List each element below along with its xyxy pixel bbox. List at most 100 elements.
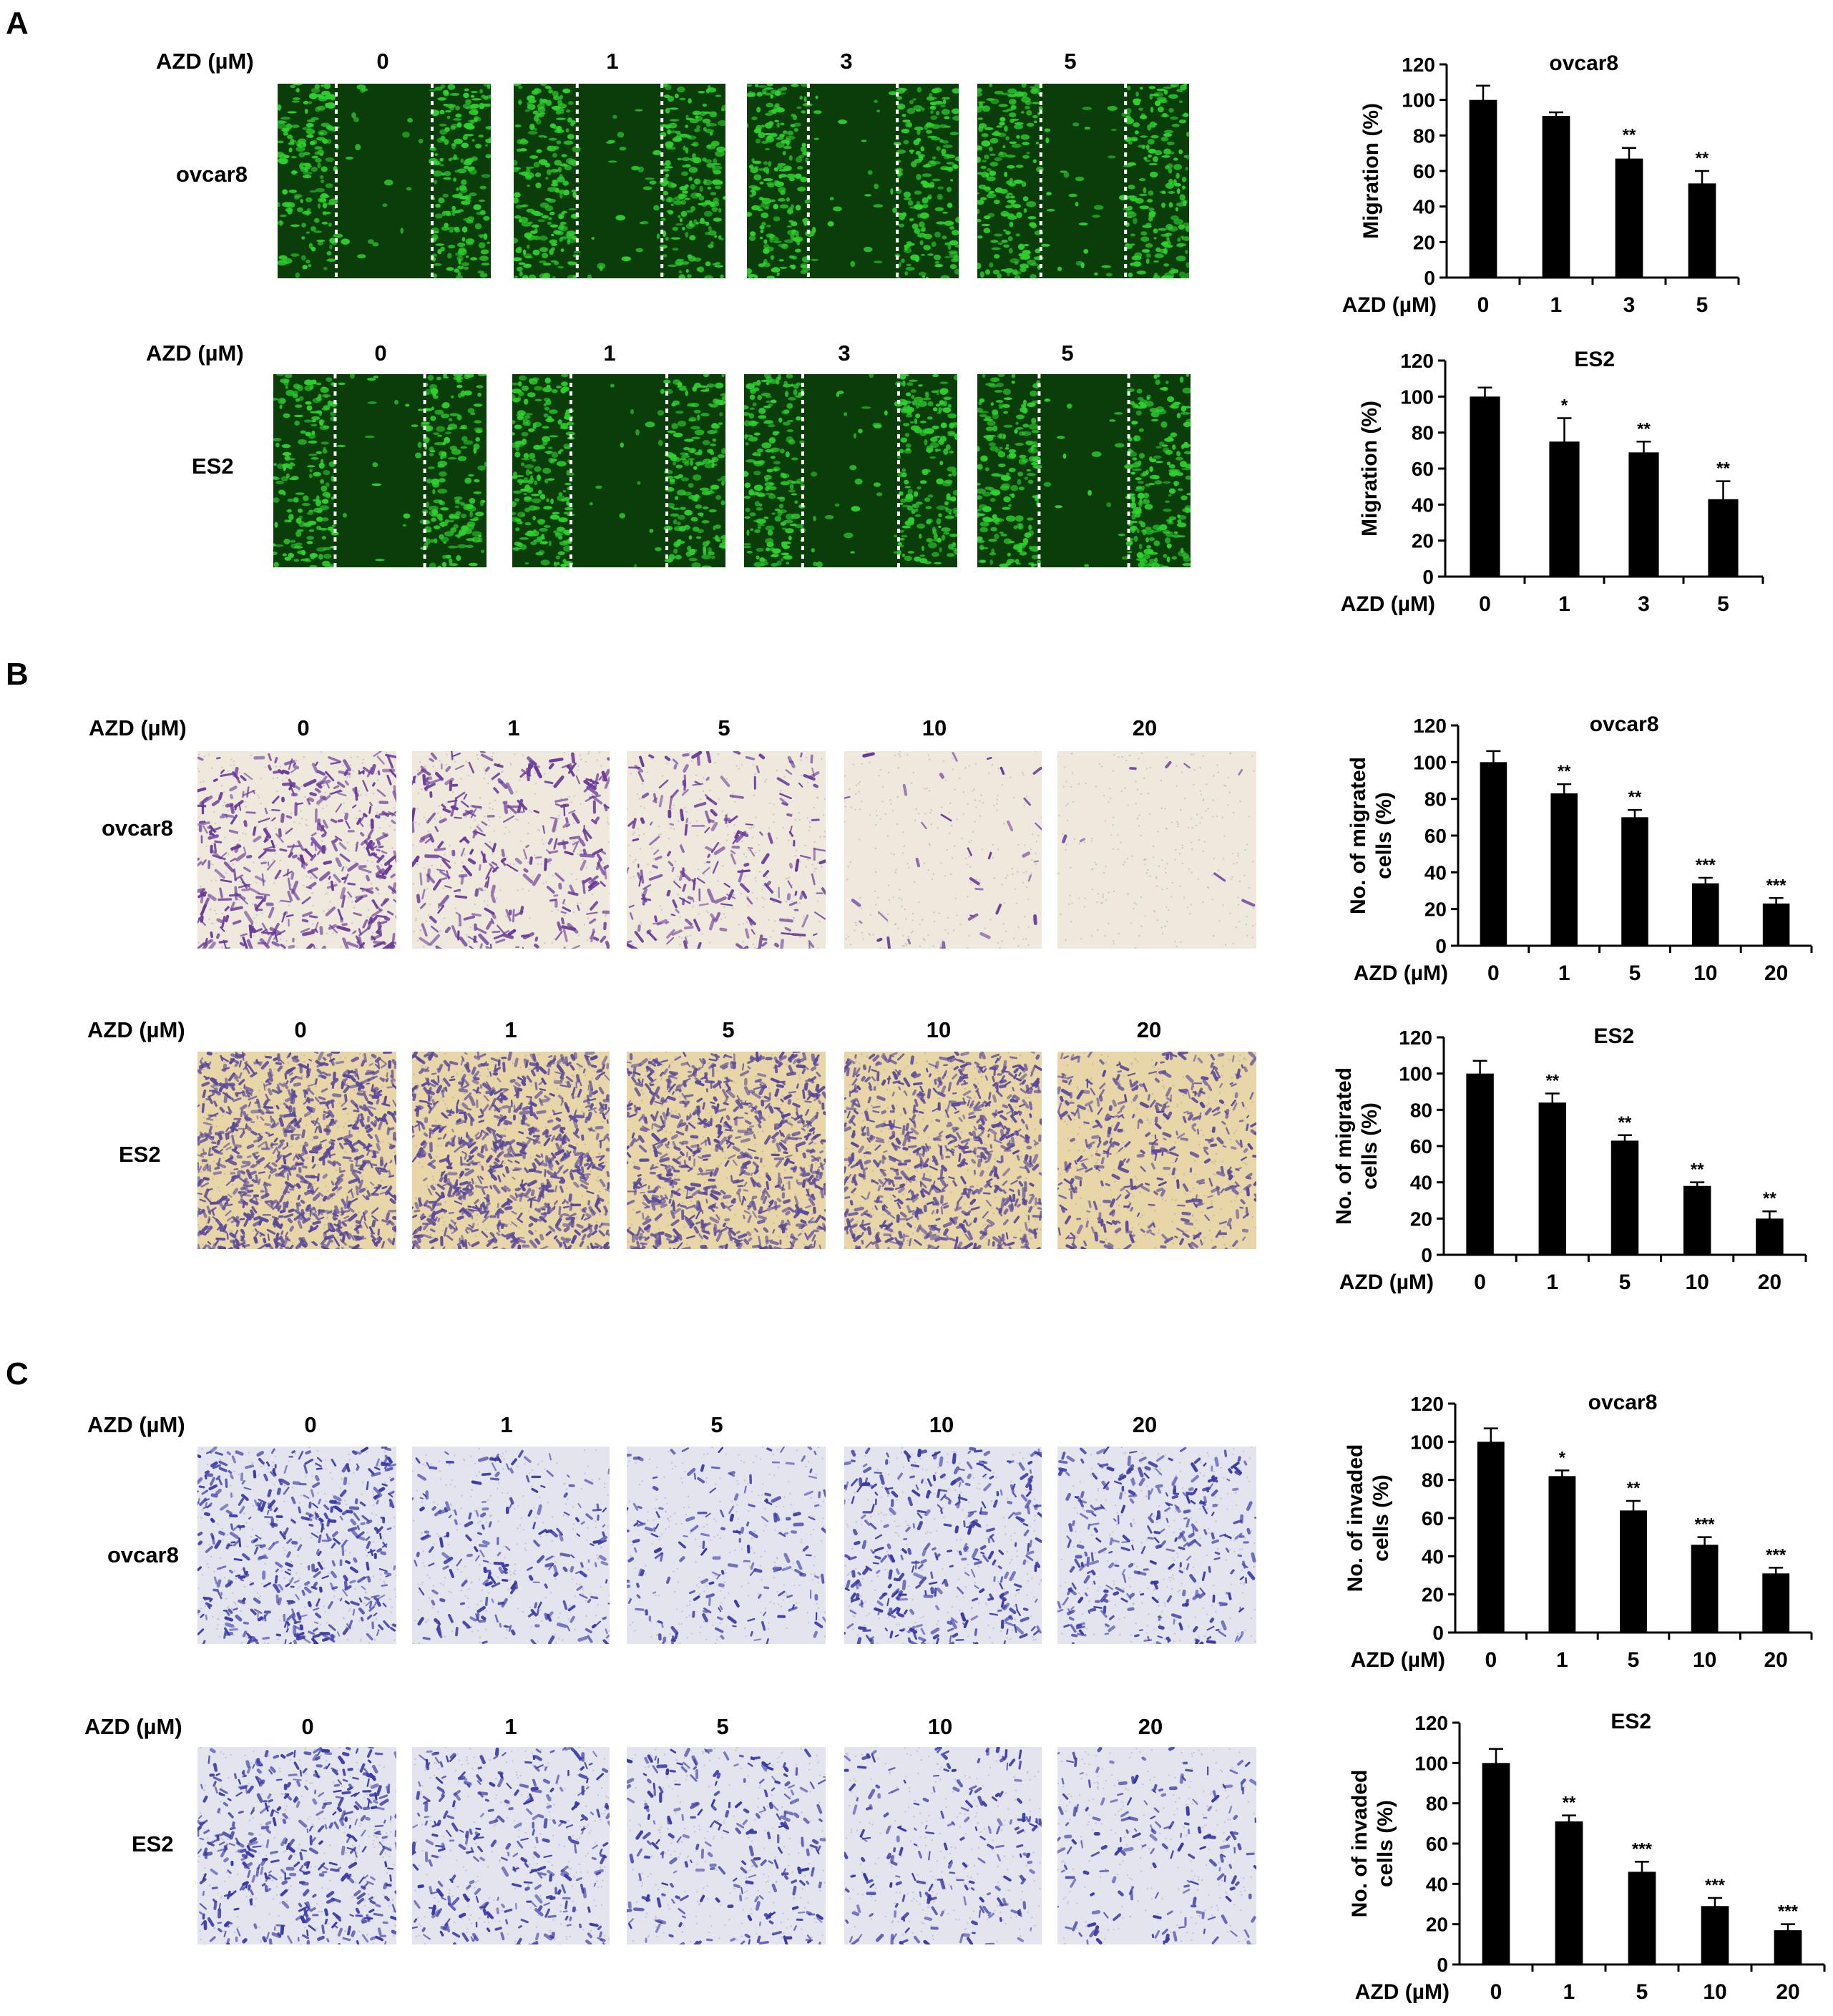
dose-label: 20 [1132, 1412, 1158, 1437]
y-tick-label: 120 [1402, 54, 1435, 76]
error-bar [1769, 1567, 1784, 1580]
x-tick-label: 5 [1619, 1271, 1631, 1294]
cell-line-label: ES2 [132, 1831, 174, 1856]
axis-label-c-es2: AZD (µM) [84, 1714, 182, 1739]
dose-label: 1 [500, 1412, 513, 1437]
x-tick-label: 0 [1490, 1980, 1502, 2004]
significance-label: ** [1637, 419, 1651, 439]
y-tick-label: 80 [1413, 124, 1435, 147]
y-tick-label: 0 [1424, 267, 1435, 289]
dose-label: 10 [927, 1714, 953, 1739]
y-axis-label: No. of migrated [1332, 1067, 1356, 1225]
bar [1555, 1821, 1583, 1964]
bar [1470, 396, 1500, 577]
y-tick-label: 0 [1435, 935, 1447, 957]
invasion-image-es2-10 [844, 1747, 1042, 1944]
dose-label: 20 [1136, 1017, 1162, 1042]
error-bar [1557, 783, 1572, 804]
x-tick-label: 20 [1764, 961, 1788, 985]
x-tick-label: 10 [1703, 1980, 1726, 2004]
scratch-image-ovcar8-3 [747, 84, 959, 278]
x-tick-label: 1 [1563, 1980, 1575, 2004]
error-bar [1545, 1092, 1560, 1113]
x-axis-label: AZD (µM) [1355, 1980, 1450, 2004]
dose-label: 0 [304, 1412, 317, 1437]
chart-title: ovcar8 [1590, 713, 1659, 736]
bar [1542, 116, 1570, 278]
axis-label-b-es2: AZD (µM) [87, 1017, 185, 1042]
y-tick-label: 60 [1426, 1833, 1448, 1855]
x-tick-label: 1 [1550, 293, 1563, 317]
error-bar [1716, 480, 1731, 519]
error-bar [1628, 808, 1642, 826]
error-bar [1489, 1748, 1503, 1778]
y-tick-label: 40 [1426, 1873, 1448, 1895]
y-tick-label: 60 [1424, 825, 1447, 847]
dose-label: 1 [504, 1017, 517, 1042]
y-tick-label: 120 [1414, 1712, 1448, 1734]
significance-label: *** [1766, 1545, 1786, 1565]
scratch-image-es2-5 [977, 374, 1191, 567]
error-bar [1477, 386, 1492, 407]
significance-label: ** [1545, 1072, 1559, 1091]
y-tick-label: 60 [1422, 1507, 1444, 1530]
x-tick-label: 0 [1485, 1648, 1497, 1672]
bar [1466, 1073, 1494, 1255]
significance-label: ** [1558, 762, 1571, 781]
dose-label: 0 [301, 1714, 314, 1739]
bar [1621, 817, 1648, 946]
x-tick-label: 0 [1474, 1271, 1486, 1294]
significance-label: *** [1632, 1839, 1653, 1859]
x-tick-label: 1 [1558, 592, 1570, 616]
x-tick-label: 3 [1638, 592, 1650, 616]
y-tick-label: 80 [1410, 1099, 1432, 1121]
y-tick-label: 120 [1413, 715, 1447, 737]
chart-title: ovcar8 [1549, 52, 1618, 75]
y-tick-label: 100 [1400, 386, 1434, 408]
bar [1628, 1871, 1656, 1964]
error-bar [1618, 1134, 1632, 1148]
y-axis-label: cells (%) [1358, 1102, 1382, 1190]
significance-label: *** [1695, 1515, 1716, 1535]
bar [1762, 1573, 1790, 1633]
x-tick-label: 3 [1623, 293, 1636, 317]
bar [1683, 1185, 1711, 1255]
bar-chart-c-ovcar8: 0 20 40 60 80 100 120 0 * 1 ** 5 *** 10 *** 20 AZD (µM) o… [1309, 1391, 1813, 1681]
y-axis-label: Migration (%) [1358, 401, 1382, 537]
bar [1480, 762, 1507, 946]
bar [1482, 1763, 1510, 1964]
y-tick-label: 20 [1413, 231, 1435, 253]
y-tick-label: 40 [1413, 196, 1435, 218]
invasion-image-ovcar8-20 [1057, 1447, 1256, 1644]
y-axis-label: No. of invaded [1344, 1444, 1367, 1592]
y-tick-label: 60 [1410, 1135, 1432, 1158]
error-bar [1557, 417, 1572, 466]
bar-chart-c-es2: 0 20 40 60 80 100 120 0 ** 1 *** 5 *** 10 *** 20 AZD (µM… [1309, 1710, 1826, 2014]
x-axis-label: AZD (µM) [1339, 1271, 1434, 1294]
significance-label: ** [1763, 1189, 1776, 1208]
error-bar [1695, 170, 1709, 197]
x-tick-label: 0 [1477, 293, 1490, 317]
scratch-image-es2-1 [512, 374, 725, 567]
significance-label: ** [1691, 1160, 1704, 1180]
bar [1550, 793, 1578, 946]
error-bar [1698, 876, 1713, 890]
y-tick-label: 80 [1412, 422, 1434, 444]
x-axis-label: AZD (µM) [1351, 1648, 1445, 1672]
x-tick-label: 5 [1717, 592, 1729, 616]
error-bar [1690, 1181, 1705, 1191]
dose-label: 1 [606, 49, 619, 74]
dose-label: 0 [374, 341, 387, 366]
transwell-image-ovcar8-10 [844, 751, 1042, 949]
x-tick-label: 5 [1636, 1980, 1648, 2004]
chart-title: ES2 [1574, 348, 1615, 371]
dose-label: 5 [710, 1412, 723, 1437]
error-bar [1769, 897, 1784, 910]
invasion-image-ovcar8-5 [627, 1447, 826, 1644]
y-tick-label: 120 [1410, 1393, 1444, 1415]
error-bar [1626, 1499, 1641, 1521]
scratch-image-es2-3 [744, 374, 957, 567]
transwell-image-es2-20 [1057, 1052, 1256, 1249]
cell-line-label: ovcar8 [176, 162, 248, 187]
dose-label: 1 [507, 715, 520, 740]
